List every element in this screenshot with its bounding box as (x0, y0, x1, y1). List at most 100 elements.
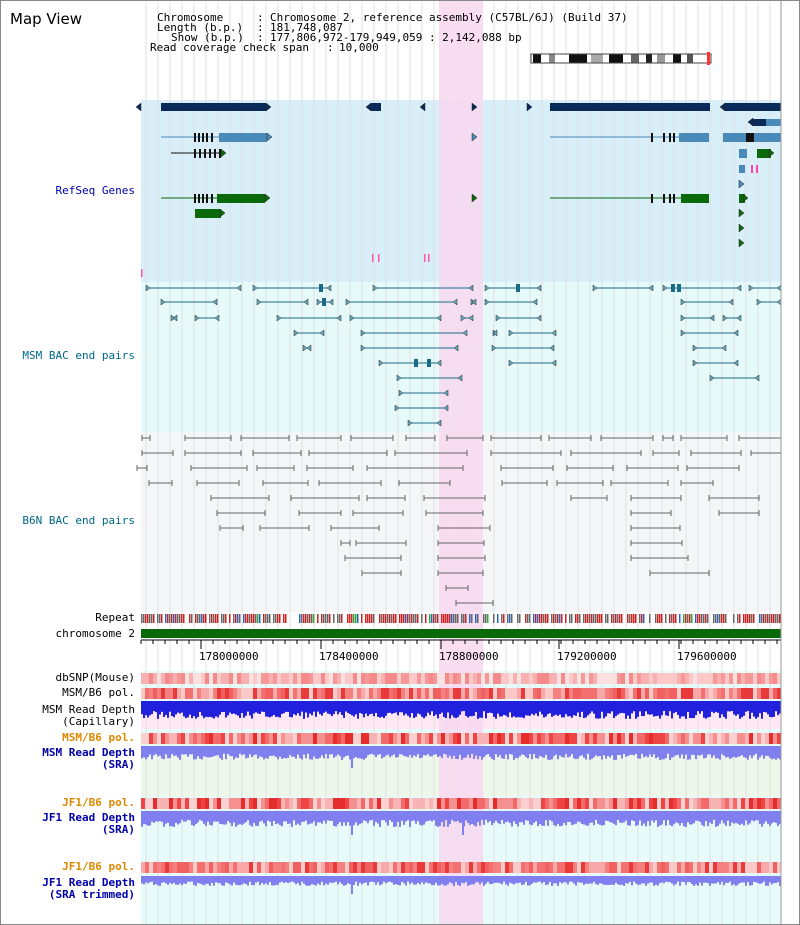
jf1-depth-sra-bar (507, 811, 509, 822)
msm-depth-capillary-bar (441, 701, 443, 713)
msm-depth-capillary-bar (419, 701, 421, 715)
msm-bac-end (436, 419, 442, 427)
coverage-sep: : (327, 41, 334, 54)
jf1-b6-pol-heat (673, 798, 677, 809)
jf1-depth-trimmed-bar (403, 876, 405, 884)
msm-depth-capillary-bar (577, 701, 579, 713)
repeat-mark (159, 614, 161, 623)
jf1-depth-trimmed-bar (703, 876, 705, 883)
msm-depth-capillary-bar (727, 701, 729, 712)
dbsnp-heat (425, 673, 429, 684)
jf1-depth-sra-bar (755, 811, 757, 821)
jf1-depth-trimmed-bar (177, 876, 179, 885)
jf1-depth-sra-bar (491, 811, 493, 826)
dbsnp-heat (309, 673, 313, 684)
jf1-b6-pol-trimmed-heat (373, 862, 377, 873)
msm-depth-capillary-bar (215, 701, 217, 717)
repeat-mark (585, 614, 587, 623)
dbsnp-heat (341, 673, 345, 684)
repeat-mark (715, 614, 717, 623)
dbsnp-heat (697, 673, 701, 684)
msm-depth-capillary-bar (563, 701, 565, 718)
dbsnp-heat (529, 673, 533, 684)
msm-depth-capillary-bar (165, 701, 167, 716)
jf1-depth-sra-bar (777, 811, 779, 826)
jf1-b6-pol-trimmed-heat (285, 862, 289, 873)
jf1-b6-pol-heat (513, 798, 517, 809)
msm-b6-pol-sra-heat (689, 733, 693, 744)
msm-depth-sra-bar (159, 746, 161, 756)
msm-b6-pol-sra-heat (545, 733, 549, 744)
jf1-depth-sra-bar (329, 811, 331, 821)
dbsnp-heat (393, 673, 397, 684)
msm-depth-capillary-bar (721, 701, 723, 715)
jf1-depth-sra-bar (419, 811, 421, 825)
msm-depth-sra-bar (545, 746, 547, 755)
jf1-depth-sra-bar (375, 811, 377, 822)
msm-depth-sra-bar (575, 746, 577, 760)
msm-depth-sra-bar (335, 746, 337, 757)
jf1-depth-sra-bar (675, 811, 677, 823)
jf1-depth-sra-bar (251, 811, 253, 827)
jf1-depth-trimmed-bar (383, 876, 385, 882)
jf1-b6-pol-heat (733, 798, 737, 809)
coverage-key: Read coverage check span (150, 41, 309, 54)
msm-b6-pol-sra-heat (425, 733, 429, 744)
jf1-depth-trimmed-bar (447, 876, 449, 885)
jf1-depth-trimmed-bar (543, 876, 545, 883)
repeat-mark (157, 614, 159, 623)
msm-depth-capillary-bar (521, 701, 523, 718)
msm-bac-end (722, 314, 728, 322)
msm-depth-sra-bar (737, 746, 739, 757)
msm-depth-sra-bar (407, 746, 409, 758)
jf1-depth-trimmed-bar (685, 876, 687, 885)
msm-depth-sra-bar (357, 746, 359, 759)
jf1-depth-sra-bar (583, 811, 585, 825)
msm-depth-capillary-bar (311, 701, 313, 716)
msm-depth-sra-bar (605, 746, 607, 759)
jf1-depth-trimmed-bar (677, 876, 679, 882)
jf1-depth-sra-bar (387, 811, 389, 826)
jf1-b6-pol-trimmed-heat (445, 862, 449, 873)
msm-b6-pol-heat (169, 688, 173, 699)
jf1-depth-sra-bar (175, 811, 177, 823)
msm-depth-capillary-bar (669, 701, 671, 712)
repeat-mark (649, 614, 651, 623)
msm-depth-sra-bar (211, 746, 213, 757)
msm-depth-sra-bar (187, 746, 189, 757)
jf1-depth-sra-bar (569, 811, 571, 823)
msm-depth-capillary-bar (715, 701, 717, 712)
msm-depth-sra-bar (663, 746, 665, 760)
dbsnp-heat (345, 673, 349, 684)
ideogram-position-marker (707, 52, 710, 65)
show-value: 177,806,972-179,949,059 : 2,142,088 bp (270, 31, 522, 44)
msm-b6-pol-heat (717, 688, 721, 699)
refseq-exon (669, 194, 671, 203)
msm-b6-pol-sra-heat (313, 733, 317, 744)
jf1-depth-trimmed-bar (257, 876, 259, 882)
repeat-mark (511, 614, 513, 623)
msm-depth-sra-bar (323, 746, 325, 759)
msm-bac-end (536, 284, 542, 292)
msm-b6-pol-sra-heat (349, 733, 353, 744)
msm-bac-end (460, 314, 466, 322)
jf1-depth-trimmed-bar (431, 876, 433, 886)
jf1-b6-pol-heat (669, 798, 673, 809)
msm-b6-pol-heat (389, 688, 393, 699)
dbsnp-heat (321, 673, 325, 684)
dbsnp-heat (673, 673, 677, 684)
msm-b6-pol-heat (721, 688, 725, 699)
msm-b6-pol-sra-heat (293, 733, 297, 744)
jf1-depth-trimmed-bar (691, 876, 693, 885)
jf1-b6-pol-heat (361, 798, 365, 809)
jf1-b6-pol-trimmed-heat (541, 862, 545, 873)
msm-bac-end (443, 389, 449, 397)
msm-b6-pol-heat (333, 688, 337, 699)
msm-depth-capillary-bar (275, 701, 277, 717)
jf1-b6-pol-trimmed-heat (381, 862, 385, 873)
msm-b6-pol-heat (641, 688, 645, 699)
refseq-exon (194, 149, 196, 158)
repeat-mark (615, 614, 617, 623)
jf1-depth-sra-bar (705, 811, 707, 822)
